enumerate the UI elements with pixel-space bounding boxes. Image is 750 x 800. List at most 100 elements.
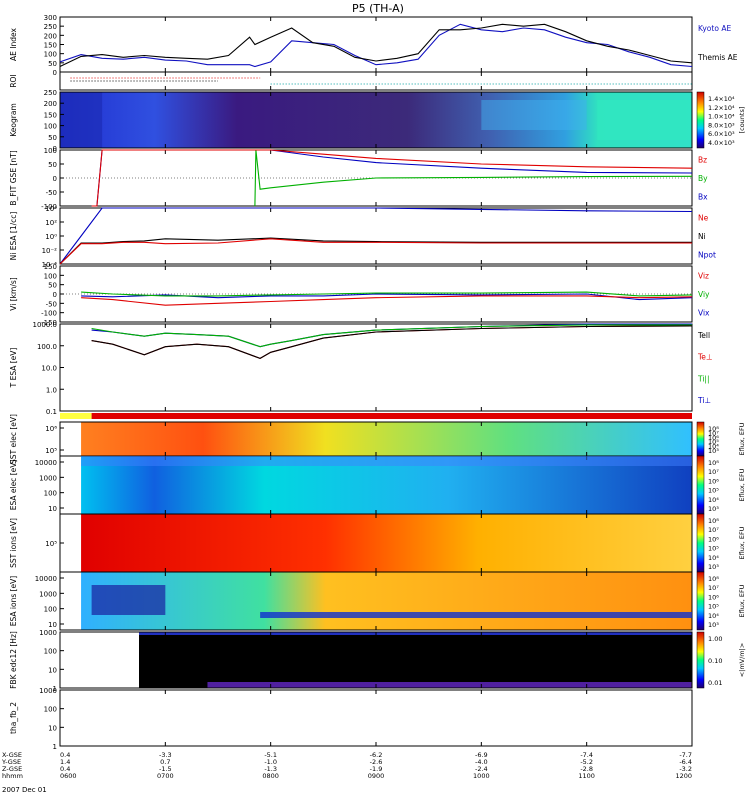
- footer-value: -4.0: [475, 758, 488, 766]
- fb2-frame: [59, 689, 693, 747]
- esa-ion-colorbar-unit: Eflux, EFU: [738, 584, 746, 617]
- footer-value: -7.7: [679, 751, 692, 759]
- footer-value: -1.9: [370, 765, 383, 773]
- footer-value: 1000: [473, 772, 490, 780]
- esa-electron-colorbar-tick: 10³: [708, 505, 719, 513]
- esa-ion-ytick-label: 10: [48, 621, 57, 629]
- ae-ytick-label: 200: [44, 32, 57, 40]
- bfield-series-bz: [91, 149, 693, 207]
- footer-value: -5.2: [580, 758, 593, 766]
- sst-ion-colorbar-tick: 10⁵: [708, 545, 719, 553]
- chart-title: P5 (TH-A): [352, 2, 404, 15]
- sst-ion-heatmap: [81, 514, 693, 572]
- esa-electron-colorbar-tick: 10⁸: [708, 459, 719, 467]
- footer-value: 0800: [262, 772, 279, 780]
- velocity-legend-label: Viy: [698, 290, 710, 299]
- temperature-ytick-label: 100.0: [37, 343, 57, 351]
- keogram-ytick-label: 0: [53, 145, 57, 153]
- esa-electron-colorbar-tick: 10⁶: [708, 477, 719, 485]
- fb2-ytick-label: 100: [44, 706, 57, 714]
- esa-ion-ytick-label: 10000: [35, 575, 57, 583]
- sst-electron-colorbar-tick: 10⁷: [708, 429, 719, 437]
- ae-ytick-label: 150: [44, 42, 57, 50]
- density-ylabel: Ni ESA [1/cc]: [9, 212, 18, 261]
- density-series-npot: [59, 207, 693, 265]
- footer-value: 0700: [157, 772, 174, 780]
- keogram-patch: [60, 92, 103, 148]
- esa-electron-colorbar-tick: 10⁴: [708, 496, 719, 504]
- ae-series-kyoto-ae: [59, 23, 693, 68]
- velocity-ytick-label: -100: [41, 310, 57, 318]
- temperature-legend-label: Ti⊥: [697, 396, 711, 405]
- keogram-ytick-label: 150: [44, 111, 57, 119]
- footer-value: -2.8: [580, 765, 593, 773]
- temperature-ytick-label: 1.0: [46, 386, 57, 394]
- keogram-colorbar-tick: 1.4×10⁴: [708, 95, 735, 103]
- ae-ytick-label: 250: [44, 23, 57, 31]
- footer-value: -6.9: [475, 751, 488, 759]
- fbk-heatmap: [139, 632, 692, 688]
- keogram-colorbar-tick: 6.0×10³: [708, 130, 735, 138]
- footer-value: -3.3: [159, 751, 172, 759]
- footer-value: 0900: [368, 772, 385, 780]
- esa-ion-ytick-label: 1000: [39, 590, 57, 598]
- temperature-legend-label: Tell: [697, 331, 710, 340]
- footer-value: 0.7: [160, 758, 170, 766]
- bfield-ytick-label: 100: [44, 147, 57, 155]
- fbk-colorbar-tick: 1.00: [708, 635, 722, 643]
- esa-ion-colorbar-tick: 10⁶: [708, 593, 719, 601]
- sst-ion-colorbar-tick: 10⁶: [708, 535, 719, 543]
- velocity-ytick-label: 150: [44, 263, 57, 271]
- esa-ion-colorbar: [696, 571, 705, 631]
- esa-ion-colorbar-tick: 10⁵: [708, 603, 719, 611]
- esa-ion-colorbar-tick: 10⁸: [708, 575, 719, 583]
- velocity-ytick-label: -50: [46, 300, 57, 308]
- density-series-ne: [59, 238, 692, 265]
- fbk-colorbar: [696, 631, 705, 689]
- esa-electron-ytick-label: 10: [48, 505, 57, 513]
- bfield-ytick-label: 0: [53, 175, 57, 183]
- fbk-colorbar-tick: 0.10: [708, 657, 722, 665]
- density-ytick-label: 10⁴: [45, 205, 57, 213]
- esa-ion-ylabel: ESA ions [eV]: [9, 576, 18, 627]
- footer-row-label: hhmm: [2, 772, 23, 780]
- keogram-colorbar-tick: 8.0×10³: [708, 121, 735, 129]
- sst-electron-colorbar: [696, 421, 705, 457]
- esa-electron-ytick-label: 10000: [35, 459, 57, 467]
- density-ytick-label: 10⁰: [45, 233, 57, 241]
- esa-ion-ytick-label: 100: [44, 606, 57, 614]
- footer-value: -7.4: [580, 751, 593, 759]
- esa-electron-colorbar-tick: 10⁵: [708, 487, 719, 495]
- fb2-ytick-label: 1000: [39, 687, 57, 695]
- esa-electron-colorbar-tick: 10⁷: [708, 468, 719, 476]
- esa-ion-colorbar-tick: 10³: [708, 621, 719, 629]
- density-frame: [59, 207, 693, 265]
- footer-row-label: X-GSE: [2, 751, 22, 759]
- bfield-legend-label: Bx: [698, 193, 708, 202]
- bfield-ytick-label: -50: [46, 189, 57, 197]
- velocity-ytick-label: -150: [41, 319, 57, 327]
- velocity-legend-label: Viz: [698, 271, 709, 280]
- keogram-colorbar-tick: 1.0×10⁴: [708, 113, 735, 121]
- footer-value: -1.0: [264, 758, 277, 766]
- esa-electron-ytick-label: 100: [44, 490, 57, 498]
- sst-electron-colorbar-tick: 10⁸: [708, 425, 719, 433]
- footer-value: -5.1: [264, 751, 277, 759]
- footer-value: -1.5: [159, 765, 172, 773]
- keogram-colorbar: [696, 91, 705, 149]
- footer-value: -6.4: [679, 758, 692, 766]
- sst-electron-colorbar-tick: 10³: [708, 447, 719, 455]
- ae-ytick-label: 0: [53, 69, 57, 77]
- fbk-ytick-label: 1: [53, 685, 57, 693]
- sst-ion-colorbar-tick: 10⁴: [708, 554, 719, 562]
- keogram-patch: [481, 100, 587, 130]
- esa-ion-colorbar-tick: 10⁴: [708, 612, 719, 620]
- footer-date: 2007 Dec 01: [2, 786, 47, 794]
- bfield-legend-label: By: [698, 174, 708, 183]
- sst-electron-ytick-label: 10⁵: [45, 447, 57, 455]
- ae-frame: [59, 16, 693, 73]
- fbk-colorbar-tick: 0.01: [708, 679, 722, 687]
- keogram-ylabel: Keogram: [9, 103, 18, 137]
- density-legend-label: Ne: [698, 213, 709, 222]
